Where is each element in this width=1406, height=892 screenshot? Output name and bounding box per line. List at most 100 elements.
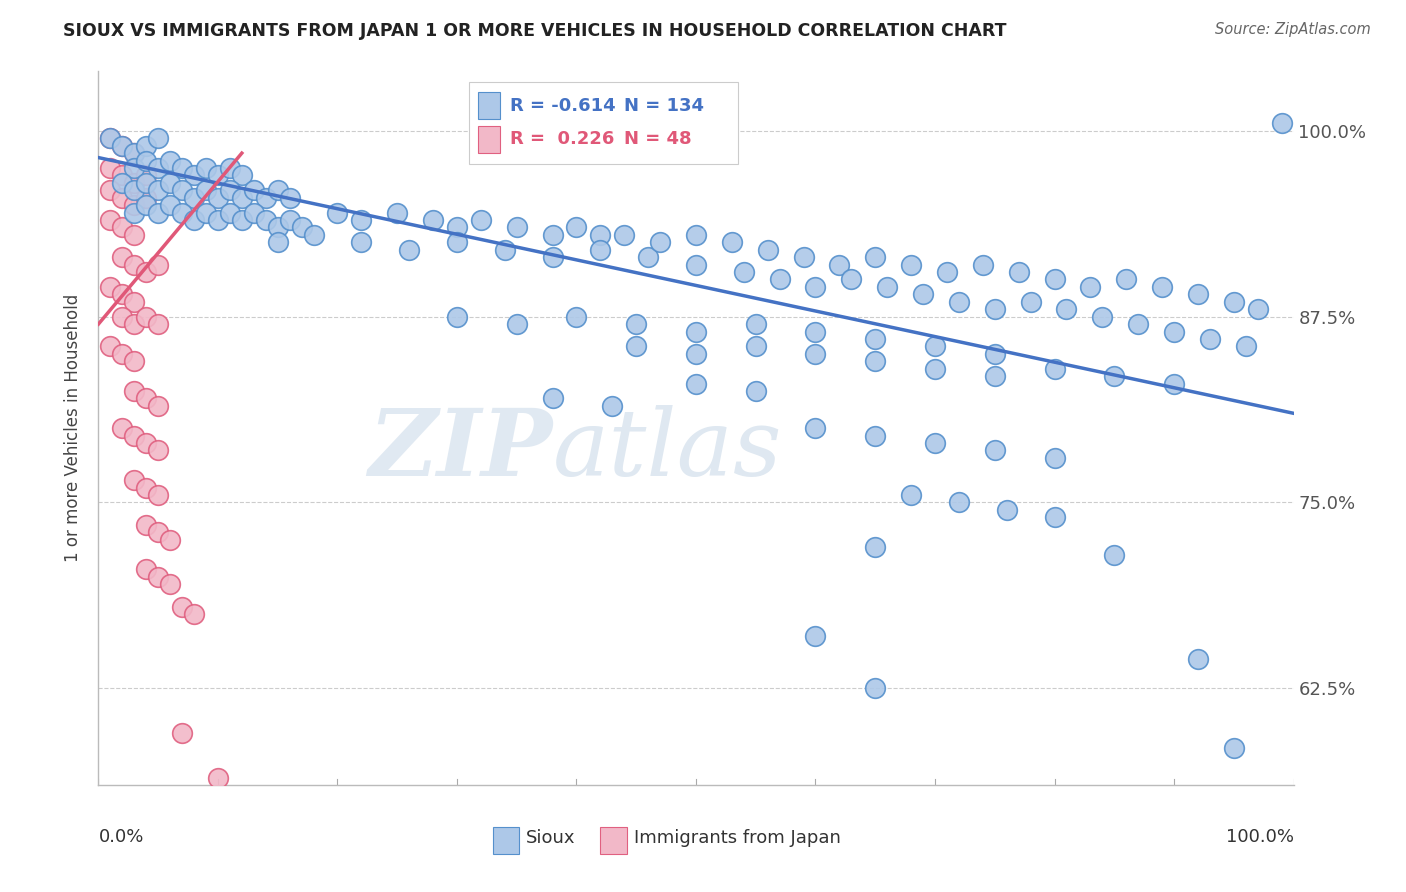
Point xyxy=(124,183,146,197)
Point xyxy=(148,161,170,175)
Point xyxy=(172,599,194,614)
Text: 100.0%: 100.0% xyxy=(1226,828,1294,846)
Point xyxy=(350,213,373,227)
Point xyxy=(135,481,157,495)
Point xyxy=(219,205,242,219)
Point xyxy=(148,183,170,197)
Point xyxy=(984,302,1007,317)
Point xyxy=(865,428,887,442)
Text: Source: ZipAtlas.com: Source: ZipAtlas.com xyxy=(1215,22,1371,37)
FancyBboxPatch shape xyxy=(478,126,501,153)
Point xyxy=(565,310,588,324)
Point xyxy=(865,681,887,696)
Point xyxy=(1247,302,1270,317)
Point xyxy=(745,317,768,331)
Point xyxy=(302,227,325,242)
Point xyxy=(291,220,314,235)
Point xyxy=(685,325,707,339)
Point xyxy=(195,161,218,175)
Text: Immigrants from Japan: Immigrants from Japan xyxy=(634,830,841,847)
Point xyxy=(865,354,887,368)
Point xyxy=(685,227,707,242)
Point xyxy=(793,250,815,264)
Point xyxy=(924,361,946,376)
Point xyxy=(172,161,194,175)
Point xyxy=(135,191,157,205)
Point xyxy=(1271,116,1294,130)
Point xyxy=(172,726,194,740)
Point xyxy=(446,235,468,250)
Text: atlas: atlas xyxy=(553,405,782,494)
Point xyxy=(124,146,146,161)
Point xyxy=(924,436,946,450)
Point xyxy=(804,629,827,643)
FancyBboxPatch shape xyxy=(600,827,627,855)
Point xyxy=(995,503,1018,517)
Point xyxy=(494,243,516,257)
Text: R =  0.226: R = 0.226 xyxy=(509,130,614,148)
Point xyxy=(124,428,146,442)
Point xyxy=(135,265,157,279)
Point xyxy=(326,205,349,219)
Point xyxy=(972,258,994,272)
FancyBboxPatch shape xyxy=(478,92,501,120)
Point xyxy=(111,287,134,301)
Point xyxy=(733,265,755,279)
Point xyxy=(745,384,768,398)
Text: SIOUX VS IMMIGRANTS FROM JAPAN 1 OR MORE VEHICLES IN HOUSEHOLD CORRELATION CHART: SIOUX VS IMMIGRANTS FROM JAPAN 1 OR MORE… xyxy=(63,22,1007,40)
Point xyxy=(148,205,170,219)
Point xyxy=(124,205,146,219)
Point xyxy=(124,161,146,175)
Point xyxy=(135,198,157,212)
Point xyxy=(135,138,157,153)
Point xyxy=(124,198,146,212)
Point xyxy=(828,258,851,272)
Point xyxy=(124,294,146,309)
Point xyxy=(1091,310,1114,324)
Point xyxy=(148,399,170,413)
Point xyxy=(948,495,970,509)
Point xyxy=(721,235,744,250)
Point xyxy=(135,436,157,450)
Text: Sioux: Sioux xyxy=(526,830,576,847)
Point xyxy=(841,272,863,286)
Point xyxy=(243,183,266,197)
Point xyxy=(1104,548,1126,562)
Point xyxy=(111,191,134,205)
Point xyxy=(1043,510,1066,524)
Point xyxy=(124,317,146,331)
Point xyxy=(565,220,588,235)
Point xyxy=(207,771,229,785)
Point xyxy=(135,392,157,406)
Point xyxy=(111,138,134,153)
Point xyxy=(135,517,157,532)
Point xyxy=(159,577,181,591)
Point xyxy=(267,183,290,197)
Point xyxy=(135,310,157,324)
Point xyxy=(626,317,648,331)
Point xyxy=(135,562,157,576)
Point xyxy=(446,310,468,324)
Point xyxy=(398,243,420,257)
Point xyxy=(865,540,887,554)
Point xyxy=(948,294,970,309)
Point xyxy=(422,213,444,227)
Point xyxy=(219,161,242,175)
Point xyxy=(350,235,373,250)
Point xyxy=(267,220,290,235)
Point xyxy=(111,421,134,435)
Y-axis label: 1 or more Vehicles in Household: 1 or more Vehicles in Household xyxy=(65,294,83,562)
Point xyxy=(124,176,146,190)
Point xyxy=(589,243,612,257)
Point xyxy=(267,235,290,250)
Point xyxy=(745,339,768,353)
Point xyxy=(1128,317,1150,331)
Point xyxy=(685,376,707,391)
Point xyxy=(207,191,229,205)
Point xyxy=(685,347,707,361)
Point xyxy=(231,191,253,205)
Point xyxy=(984,443,1007,458)
Point xyxy=(183,607,205,621)
Point xyxy=(685,258,707,272)
Point xyxy=(804,347,827,361)
